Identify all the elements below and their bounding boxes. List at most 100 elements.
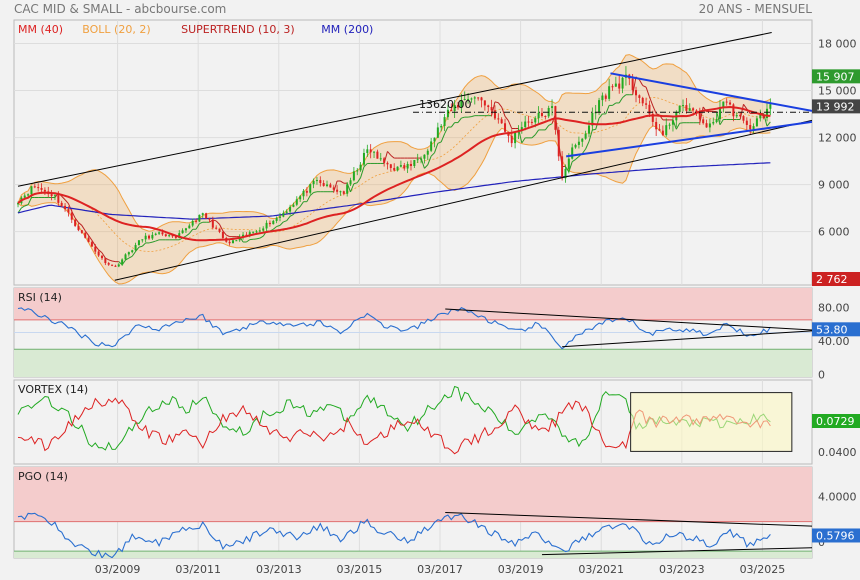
supertrend-segment <box>313 191 318 193</box>
supertrend-segment <box>259 235 264 239</box>
supertrend-segment <box>222 230 227 236</box>
supertrend-segment <box>141 242 147 247</box>
candle-body <box>725 101 728 103</box>
candle-body <box>379 158 382 160</box>
candle-body <box>604 95 607 99</box>
price-badge-text: 15 907 <box>816 70 855 83</box>
x-tick-label: 03/2015 <box>337 563 383 576</box>
candle-body <box>104 258 107 264</box>
rsi-y-tick: 40.00 <box>818 335 850 348</box>
supertrend-segment <box>699 106 704 123</box>
supertrend-segment <box>424 164 429 169</box>
candle-body <box>393 167 396 171</box>
candle-body <box>231 240 234 244</box>
rsi-y-tick: 80.00 <box>818 301 850 314</box>
candle-body <box>141 239 144 241</box>
supertrend-segment <box>101 252 106 259</box>
supertrend-segment <box>497 102 503 108</box>
ma40-line <box>17 105 771 242</box>
supertrend-segment <box>215 220 220 225</box>
candle-body <box>759 114 762 119</box>
candle-body <box>742 116 745 121</box>
candle-body <box>208 218 211 220</box>
supertrend-segment <box>88 235 93 241</box>
supertrend-segment <box>390 154 395 159</box>
candle-body <box>413 160 416 167</box>
candle-body <box>594 112 597 114</box>
candle-body <box>326 184 329 186</box>
candle-body <box>631 78 634 91</box>
supertrend-segment <box>581 148 587 154</box>
bollinger-upper <box>17 54 771 232</box>
candle-body <box>406 163 409 169</box>
supertrend-segment <box>461 116 465 119</box>
pgo-y-tick: 4.0000 <box>818 491 857 504</box>
candle-body <box>272 220 275 225</box>
trend-line <box>610 72 812 112</box>
candle-body <box>117 264 120 267</box>
candle-body <box>480 97 483 101</box>
supertrend-segment <box>135 246 140 252</box>
candle-body <box>685 105 688 111</box>
candle-body <box>255 231 258 233</box>
supertrend-segment <box>296 206 301 210</box>
candle-body <box>309 184 312 193</box>
rsi-badge <box>812 322 860 337</box>
supertrend-segment <box>491 101 496 116</box>
candle-body <box>181 230 184 234</box>
candle-body <box>74 219 77 226</box>
y-tick-label: 9 000 <box>818 179 850 192</box>
candle-body <box>735 115 738 117</box>
x-tick-label: 03/2019 <box>498 563 544 576</box>
trend-line <box>17 32 772 187</box>
rsi-trend-line <box>562 330 812 348</box>
supertrend-segment <box>440 133 446 143</box>
supertrend-segment <box>199 221 203 225</box>
candle-body <box>383 158 386 163</box>
candle-body <box>268 222 271 225</box>
candle-body <box>446 109 449 118</box>
y-tick-label: 18 000 <box>818 38 857 51</box>
supertrend-segment <box>605 105 610 115</box>
candle-body <box>332 187 335 190</box>
supertrend-segment <box>471 115 475 118</box>
supertrend-segment <box>256 237 260 240</box>
candle-body <box>527 121 530 123</box>
supertrend-segment <box>84 230 89 236</box>
candle-body <box>148 235 151 239</box>
candle-body <box>369 149 372 153</box>
pgo-badge-text: 0.5796 <box>816 529 855 542</box>
candle-body <box>440 125 443 128</box>
supertrend-segment <box>299 201 304 207</box>
supertrend-segment <box>276 224 281 227</box>
supertrend-segment <box>618 97 623 104</box>
candle-body <box>655 121 658 130</box>
candle-body <box>692 108 695 111</box>
supertrend-segment <box>350 183 355 193</box>
candle-body <box>638 95 641 98</box>
candle-body <box>322 183 325 186</box>
candle-body <box>722 101 725 108</box>
candle-body <box>302 190 305 197</box>
candle-body <box>587 125 590 134</box>
candle-body <box>460 99 463 108</box>
supertrend-segment <box>622 94 627 98</box>
supertrend-segment <box>743 103 748 110</box>
candle-body <box>715 119 718 123</box>
candle-body <box>67 209 70 213</box>
candle-body <box>315 180 318 182</box>
supertrend-segment <box>81 225 86 232</box>
candle-body <box>534 118 537 123</box>
supertrend-segment <box>246 239 251 243</box>
candle-body <box>477 97 480 99</box>
candle-body <box>356 170 359 172</box>
candle-body <box>27 194 30 196</box>
candle-body <box>285 211 288 213</box>
candle-body <box>373 151 376 153</box>
candle-body <box>450 109 453 112</box>
candle-body <box>524 121 527 128</box>
candle-body <box>752 126 755 130</box>
candle-body <box>396 166 399 171</box>
vortex-y-tick: 0.0400 <box>818 446 857 459</box>
candle-body <box>430 141 433 151</box>
